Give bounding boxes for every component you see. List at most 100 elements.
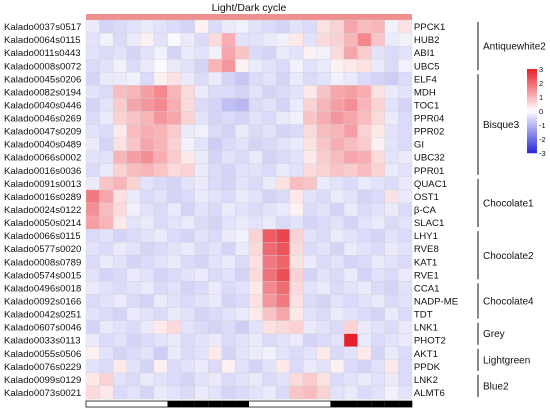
heatmap-cell bbox=[398, 176, 413, 191]
heatmap-cell bbox=[180, 72, 195, 86]
row-label: Kalado0055s0506 bbox=[4, 349, 81, 360]
heatmap-cell bbox=[384, 176, 399, 191]
heatmap-cell bbox=[235, 372, 250, 387]
heatmap-cell bbox=[194, 72, 209, 86]
heatmap-cell bbox=[275, 85, 290, 99]
heatmap-cell bbox=[235, 281, 250, 295]
heatmap-cell bbox=[275, 59, 290, 73]
heatmap-cell bbox=[262, 281, 277, 295]
heatmap-cell bbox=[384, 137, 399, 151]
heatmap-cell bbox=[153, 255, 168, 269]
heatmap-cell bbox=[221, 294, 236, 308]
heatmap-cell bbox=[153, 228, 168, 243]
heatmap-cell bbox=[85, 163, 100, 178]
module-label: Chocolate1 bbox=[483, 198, 534, 209]
gene-labels: PPCK1 HUB2 ABI1 UBC5 ELF4 MDH TOC1 PPR04 PPR02 GI… bbox=[414, 22, 458, 399]
heatmap-cell bbox=[262, 19, 277, 34]
heatmap-cell bbox=[140, 137, 155, 151]
heatmap-cell bbox=[140, 372, 155, 387]
heatmap-cell bbox=[221, 59, 236, 73]
colorbar-tick-label: -3 bbox=[539, 149, 546, 158]
heatmap-cell bbox=[343, 98, 358, 112]
heatmap-cell bbox=[194, 372, 209, 387]
heatmap-cell bbox=[289, 372, 304, 387]
heatmap-cell bbox=[140, 202, 155, 217]
colorbar-step bbox=[527, 90, 537, 93]
heatmap-cell bbox=[99, 346, 114, 361]
heatmap-cell bbox=[235, 385, 250, 400]
heatmap-cell bbox=[140, 98, 155, 112]
heatmap-cell bbox=[316, 163, 331, 178]
heatmap-cell bbox=[398, 189, 413, 204]
heatmap-cell bbox=[194, 32, 209, 47]
heatmap-cell bbox=[262, 176, 277, 191]
heatmap-cell bbox=[194, 85, 209, 99]
heatmap-cell bbox=[194, 255, 209, 269]
heatmap-cell bbox=[153, 268, 168, 282]
heatmap-cell bbox=[208, 255, 223, 269]
gene-label: PPCK1 bbox=[414, 22, 445, 33]
heatmap-cell bbox=[316, 85, 331, 99]
heatmap-cell bbox=[112, 268, 127, 282]
heatmap-cell bbox=[167, 150, 182, 164]
heatmap-cell bbox=[194, 359, 209, 374]
colorbar-step bbox=[527, 115, 537, 118]
heatmap-cell bbox=[194, 45, 209, 60]
heatmap-cell bbox=[221, 333, 236, 347]
heatmap-cell bbox=[398, 255, 413, 269]
heatmap-cell bbox=[316, 32, 331, 47]
heatmap-cell bbox=[153, 85, 168, 99]
heatmap-cell bbox=[140, 111, 155, 125]
heatmap-cell bbox=[221, 307, 236, 321]
heatmap-cell bbox=[153, 59, 168, 73]
heatmap-cell bbox=[384, 307, 399, 321]
heatmap-cell bbox=[112, 124, 127, 138]
heatmap-cell bbox=[167, 189, 182, 204]
heatmap-cell bbox=[140, 294, 155, 308]
heatmap-cell bbox=[194, 333, 209, 347]
heatmap-cell bbox=[248, 124, 263, 138]
heatmap-cell bbox=[208, 228, 223, 243]
heatmap-cell bbox=[153, 242, 168, 256]
dark-period-segment bbox=[194, 401, 209, 408]
colorbar-step bbox=[527, 146, 537, 150]
heatmap-cell bbox=[235, 202, 250, 217]
heatmap-cell bbox=[357, 333, 372, 347]
heatmap-cell bbox=[248, 150, 263, 164]
heatmap-cell bbox=[194, 320, 209, 334]
heatmap-cell bbox=[330, 359, 345, 374]
heatmap-cell bbox=[303, 98, 318, 112]
heatmap-cell bbox=[85, 385, 100, 400]
heatmap-cell bbox=[343, 242, 358, 256]
heatmap-cell bbox=[289, 124, 304, 138]
heatmap-cell bbox=[126, 176, 141, 191]
chart-title: Light/Dark cycle bbox=[212, 2, 287, 14]
heatmap-cell bbox=[194, 268, 209, 282]
row-label: Kalado0033s0113 bbox=[4, 336, 81, 347]
heatmap-cell bbox=[248, 98, 263, 112]
heatmap-cell bbox=[303, 59, 318, 73]
heatmap-cell bbox=[208, 72, 223, 86]
gene-label: AKT1 bbox=[414, 349, 438, 360]
heatmap-cell bbox=[208, 85, 223, 99]
heatmap-cell bbox=[316, 372, 331, 387]
heatmap-cell bbox=[303, 176, 318, 191]
heatmap-cell bbox=[330, 85, 345, 99]
heatmap-cell bbox=[221, 98, 236, 112]
heatmap-cell bbox=[303, 228, 318, 243]
heatmap-cell bbox=[180, 215, 195, 230]
gene-label: β-CA bbox=[414, 205, 437, 216]
dark-period-segment bbox=[330, 401, 345, 408]
heatmap-cell bbox=[85, 372, 100, 387]
heatmap-cell bbox=[140, 150, 155, 164]
row-label: Kalado0024s0122 bbox=[4, 205, 81, 216]
heatmap-cell bbox=[194, 294, 209, 308]
heatmap-cell bbox=[398, 150, 413, 164]
heatmap-cell bbox=[140, 176, 155, 191]
heatmap-cell bbox=[371, 176, 385, 191]
heatmap-cell bbox=[357, 268, 372, 282]
heatmap-cell bbox=[275, 98, 290, 112]
heatmap-cell bbox=[343, 85, 358, 99]
heatmap-cell bbox=[330, 124, 345, 138]
heatmap-cell bbox=[126, 150, 141, 164]
